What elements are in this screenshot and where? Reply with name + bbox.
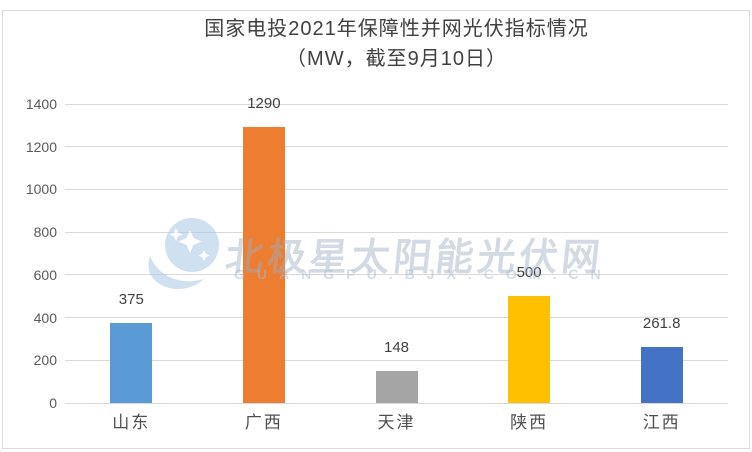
y-axis-label: 600 [33,266,57,283]
x-axis-label: 山东 [112,413,151,432]
y-axis-label: 400 [33,309,57,326]
chart-bar [508,296,551,403]
gridline [65,188,728,190]
polar-star-logo-icon [148,218,219,290]
x-axis-label: 天津 [377,413,416,432]
chart-title-line-2: （MW，截至9月10日） [286,48,507,70]
gridline [65,146,728,148]
chart-bar [242,127,285,403]
chart-bar [110,322,153,403]
bar-value-label: 375 [118,290,144,308]
bar-value-label: 148 [383,339,410,357]
y-axis-label: 1200 [25,138,57,155]
gridline [65,317,728,319]
chart-title: 国家电投2021年保障性并网光伏指标情况 （MW，截至9月10日） [65,14,728,74]
gridline [65,103,728,105]
chart-bar [375,371,418,403]
bar-value-label: 500 [516,264,542,282]
y-axis-label: 0 [49,395,57,411]
y-axis-label: 1400 [25,96,57,112]
x-axis-label: 江西 [642,413,681,432]
y-axis-label: 1000 [25,181,57,198]
gridline [65,359,728,361]
x-axis-label: 广西 [244,413,283,432]
y-axis-label: 200 [33,352,57,369]
gridline [65,402,728,404]
chart-title-line-1: 国家电投2021年保障性并网光伏指标情况 [204,18,589,40]
gridline [65,274,728,276]
bar-value-label: 261.8 [642,315,681,333]
gridline [65,231,728,233]
x-axis-label: 陕西 [510,413,549,432]
bar-value-label: 1290 [247,95,281,113]
chart-bar [640,347,683,403]
y-axis-label: 800 [33,224,57,241]
